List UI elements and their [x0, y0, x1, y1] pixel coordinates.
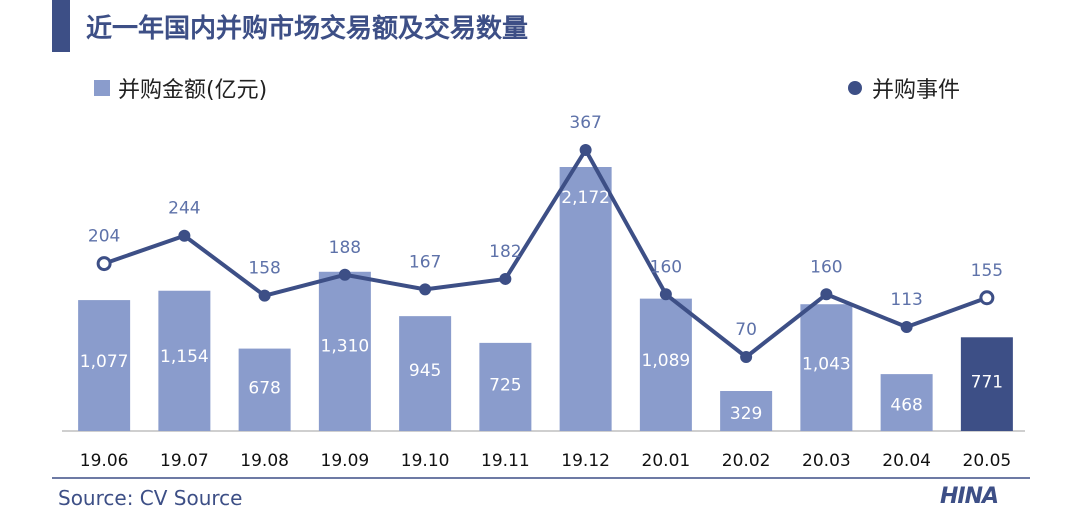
bar-19.08	[238, 348, 291, 431]
brand-logo: HINA	[940, 484, 999, 509]
line-value-label: 155	[971, 261, 1003, 281]
bar-19.11	[479, 342, 532, 431]
line-point-19.07	[178, 229, 191, 242]
bar-value-label: 678	[248, 379, 280, 399]
legend-bar-swatch	[94, 80, 110, 96]
line-value-label: 182	[489, 242, 521, 262]
line-point-19.10	[419, 283, 432, 296]
bar-19.06	[78, 300, 131, 431]
legend-bar-series: 并购金额(亿元)	[94, 72, 267, 104]
line-point-20.05	[979, 290, 995, 306]
bar-19.09	[318, 271, 371, 431]
bar-value-label: 329	[730, 404, 762, 424]
bar-value-label: 1,310	[321, 336, 370, 356]
bar-value-label: 771	[971, 372, 1003, 392]
bar-value-label: 725	[489, 376, 521, 396]
x-tick-label: 20.04	[882, 451, 931, 471]
line-value-label: 70	[735, 320, 757, 340]
x-tick-label: 19.09	[321, 451, 370, 471]
x-tick-label: 19.10	[401, 451, 450, 471]
title-accent-bar	[52, 0, 70, 52]
bar-value-label: 468	[890, 396, 922, 416]
x-tick-label: 19.06	[80, 451, 129, 471]
line-value-label: 188	[329, 238, 361, 258]
x-tick-label: 20.01	[642, 451, 691, 471]
line-point-19.09	[338, 268, 351, 281]
bar-value-label: 1,154	[160, 347, 209, 367]
line-point-19.08	[258, 289, 271, 302]
bar-20.02	[720, 391, 773, 431]
chart-title: 近一年国内并购市场交易额及交易数量	[86, 14, 529, 44]
line-point-20.04	[900, 321, 913, 334]
legend-line-series: 并购事件	[848, 72, 960, 104]
source-note: Source: CV Source	[58, 486, 243, 510]
legend-bar-label: 并购金额(亿元)	[118, 78, 268, 103]
bar-20.03	[800, 304, 853, 431]
bar-20.04	[880, 374, 933, 431]
bar-19.12	[559, 167, 612, 431]
line-value-label: 204	[88, 227, 120, 247]
bar-20.01	[639, 298, 692, 431]
bar-19.10	[399, 316, 452, 431]
bar-value-label: 2,172	[561, 188, 610, 208]
x-tick-label: 20.05	[963, 451, 1012, 471]
line-value-label: 167	[409, 252, 441, 272]
line-value-label: 367	[569, 113, 601, 133]
bar-value-label: 1,089	[642, 351, 691, 371]
bar-20.05	[960, 337, 1013, 431]
line-point-19.11	[499, 272, 512, 285]
bar-19.07	[158, 290, 211, 431]
line-value-label: 160	[650, 257, 682, 277]
line-value-label: 158	[248, 259, 280, 279]
line-point-20.02	[740, 351, 753, 363]
bar-value-label: 1,043	[802, 354, 851, 374]
line-series-path	[103, 148, 988, 359]
x-tick-label: 20.02	[722, 451, 771, 471]
line-point-19.06	[96, 256, 112, 272]
x-tick-label: 20.03	[802, 451, 851, 471]
x-tick-label: 19.07	[160, 451, 209, 471]
line-value-label: 244	[168, 199, 200, 219]
legend-line-dot	[848, 81, 862, 95]
line-point-20.03	[820, 288, 833, 301]
x-tick-label: 19.12	[561, 451, 610, 471]
line-value-label: 113	[890, 290, 922, 310]
bar-value-label: 945	[409, 361, 441, 381]
line-value-label: 160	[810, 257, 842, 277]
x-tick-label: 19.11	[481, 451, 530, 471]
bar-value-label: 1,077	[80, 352, 129, 372]
line-point-20.01	[659, 288, 672, 301]
x-tick-label: 19.08	[240, 451, 289, 471]
line-point-19.12	[579, 144, 592, 156]
legend-line-label: 并购事件	[872, 78, 961, 103]
